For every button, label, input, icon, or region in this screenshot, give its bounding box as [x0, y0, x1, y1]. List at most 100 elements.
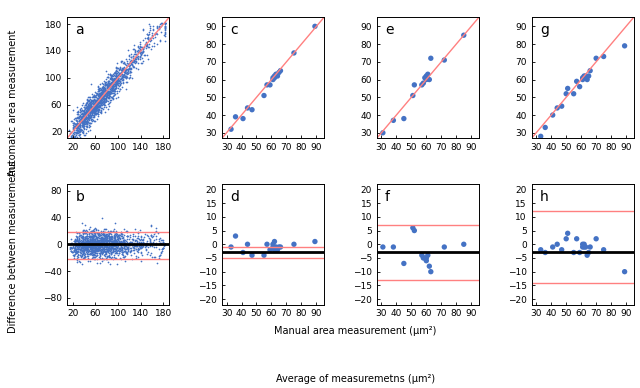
Point	[76, 116, 86, 122]
Point	[119, 237, 129, 243]
Point	[89, 236, 99, 242]
Point	[143, 41, 154, 47]
Point	[100, 239, 111, 245]
Point	[86, 248, 96, 254]
Point	[95, 94, 105, 100]
Point	[93, 245, 104, 251]
Point	[73, 242, 83, 249]
Point	[74, 126, 84, 133]
Point	[95, 232, 105, 239]
Point	[141, 40, 152, 46]
Point	[79, 102, 90, 108]
Point	[115, 78, 125, 84]
Point	[88, 97, 98, 104]
Point	[582, 252, 592, 258]
Point	[80, 254, 90, 260]
Point	[78, 120, 88, 126]
Point	[86, 244, 96, 250]
Point	[116, 229, 127, 236]
Point	[130, 238, 140, 244]
Point	[99, 98, 109, 104]
Point	[102, 235, 112, 241]
Point	[141, 250, 152, 256]
Point	[74, 241, 84, 247]
Point	[87, 237, 97, 243]
Point	[98, 238, 108, 244]
Point	[95, 100, 105, 107]
Point	[79, 104, 89, 111]
Point	[82, 233, 92, 239]
Point	[76, 244, 86, 250]
Point	[69, 116, 79, 122]
Point	[128, 52, 138, 59]
Point	[96, 91, 106, 97]
Point	[94, 234, 104, 241]
Point	[95, 100, 106, 106]
Point	[77, 238, 88, 244]
Point	[130, 236, 140, 242]
Point	[90, 251, 100, 257]
Point	[157, 248, 167, 254]
Point	[118, 65, 128, 71]
Point	[159, 20, 170, 26]
Point	[148, 239, 158, 246]
Point	[95, 250, 105, 256]
Point	[408, 92, 418, 99]
Point	[104, 232, 114, 238]
Point	[99, 85, 109, 91]
Point	[85, 233, 95, 239]
Point	[94, 241, 104, 247]
Point	[108, 239, 118, 245]
Point	[93, 246, 104, 252]
Point	[98, 94, 108, 100]
Point	[104, 92, 114, 98]
Point	[129, 53, 139, 59]
Point	[74, 236, 84, 242]
Point	[74, 237, 84, 244]
Point	[90, 98, 100, 104]
Point	[83, 104, 93, 110]
Point	[65, 240, 76, 246]
Point	[114, 232, 124, 238]
Point	[83, 120, 93, 126]
Point	[102, 256, 112, 262]
Point	[92, 247, 102, 253]
Point	[133, 235, 143, 241]
Point	[99, 84, 109, 90]
Point	[86, 250, 97, 256]
Point	[84, 94, 94, 100]
Point	[81, 130, 91, 136]
Point	[74, 122, 84, 128]
Point	[107, 80, 117, 86]
Point	[75, 113, 85, 119]
Point	[106, 79, 116, 85]
Point	[83, 244, 93, 250]
Point	[127, 232, 138, 239]
Point	[115, 238, 125, 244]
Point	[72, 230, 82, 236]
Point	[133, 60, 143, 66]
Point	[69, 248, 79, 254]
Point	[107, 238, 117, 244]
Point	[93, 239, 104, 245]
Point	[84, 98, 95, 104]
Point	[106, 89, 116, 95]
Point	[129, 59, 139, 65]
Point	[110, 237, 120, 243]
Point	[81, 244, 92, 250]
Point	[76, 247, 86, 253]
Point	[79, 253, 89, 260]
Point	[84, 240, 95, 246]
Point	[77, 120, 87, 126]
Point	[125, 69, 135, 75]
Point	[94, 97, 104, 103]
Point	[116, 246, 126, 253]
Point	[106, 76, 116, 83]
Point	[95, 239, 106, 245]
Point	[84, 113, 94, 120]
Point	[93, 248, 103, 255]
Point	[140, 41, 150, 47]
Point	[78, 108, 88, 114]
Point	[94, 245, 104, 251]
Point	[85, 251, 95, 258]
